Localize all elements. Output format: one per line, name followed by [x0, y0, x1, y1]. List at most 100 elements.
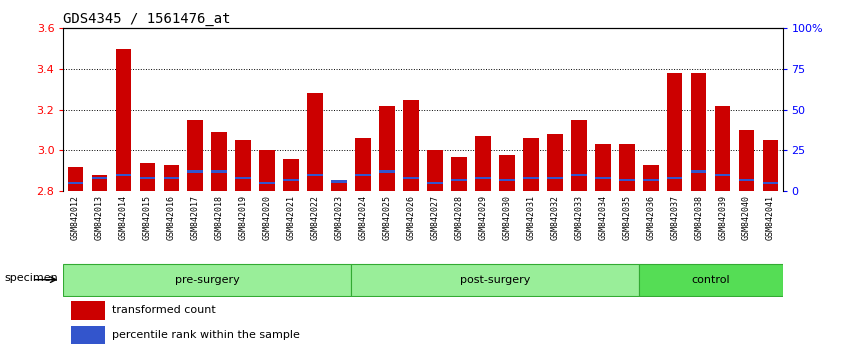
- Bar: [91, 175, 107, 191]
- Bar: [70, 301, 105, 320]
- Text: GDS4345 / 1561476_at: GDS4345 / 1561476_at: [63, 12, 231, 26]
- Bar: [355, 174, 371, 176]
- Bar: [619, 178, 634, 181]
- Bar: [667, 73, 683, 191]
- Text: GSM842028: GSM842028: [454, 195, 464, 240]
- Bar: [451, 178, 467, 181]
- Bar: [307, 93, 323, 191]
- Text: GSM842021: GSM842021: [287, 195, 295, 240]
- Bar: [643, 165, 658, 191]
- Bar: [140, 177, 155, 179]
- Text: GSM842032: GSM842032: [551, 195, 559, 240]
- Text: GSM842023: GSM842023: [335, 195, 343, 240]
- Bar: [235, 140, 251, 191]
- Text: transformed count: transformed count: [113, 305, 216, 315]
- Bar: [355, 138, 371, 191]
- Bar: [68, 167, 83, 191]
- Text: GSM842016: GSM842016: [167, 195, 176, 240]
- Text: control: control: [691, 275, 730, 285]
- Bar: [475, 177, 491, 179]
- Bar: [595, 144, 611, 191]
- Text: GSM842039: GSM842039: [718, 195, 727, 240]
- Text: GSM842014: GSM842014: [119, 195, 128, 240]
- Bar: [595, 177, 611, 179]
- Bar: [283, 178, 299, 181]
- Bar: [163, 177, 179, 179]
- Bar: [70, 326, 105, 344]
- Bar: [140, 162, 155, 191]
- Text: pre-surgery: pre-surgery: [175, 275, 239, 285]
- Bar: [68, 182, 83, 184]
- Text: GSM842030: GSM842030: [503, 195, 511, 240]
- Text: GSM842022: GSM842022: [310, 195, 320, 240]
- Text: GSM842031: GSM842031: [526, 195, 536, 240]
- Bar: [351, 264, 639, 296]
- Bar: [307, 174, 323, 176]
- Text: GSM842033: GSM842033: [574, 195, 583, 240]
- Bar: [260, 182, 275, 184]
- Bar: [499, 178, 514, 181]
- Text: GSM842019: GSM842019: [239, 195, 248, 240]
- Text: GSM842024: GSM842024: [359, 195, 367, 240]
- Text: GSM842027: GSM842027: [431, 195, 439, 240]
- Text: GSM842017: GSM842017: [191, 195, 200, 240]
- Bar: [691, 73, 706, 191]
- Text: GSM842035: GSM842035: [623, 195, 631, 240]
- Bar: [404, 177, 419, 179]
- Bar: [763, 140, 778, 191]
- Text: post-surgery: post-surgery: [459, 275, 530, 285]
- Bar: [499, 154, 514, 191]
- Text: GSM842029: GSM842029: [479, 195, 487, 240]
- Bar: [619, 144, 634, 191]
- Bar: [691, 170, 706, 173]
- Bar: [188, 170, 203, 173]
- Bar: [188, 120, 203, 191]
- Bar: [427, 150, 442, 191]
- Bar: [283, 159, 299, 191]
- Bar: [523, 177, 539, 179]
- Text: GSM842040: GSM842040: [742, 195, 751, 240]
- Bar: [379, 105, 395, 191]
- Bar: [332, 183, 347, 191]
- Text: GSM842038: GSM842038: [695, 195, 703, 240]
- Bar: [739, 130, 755, 191]
- Text: specimen: specimen: [4, 273, 58, 283]
- Bar: [763, 182, 778, 184]
- Bar: [91, 177, 107, 179]
- Bar: [379, 170, 395, 173]
- Text: GSM842041: GSM842041: [766, 195, 775, 240]
- Bar: [571, 120, 586, 191]
- Bar: [667, 177, 683, 179]
- Bar: [260, 150, 275, 191]
- Bar: [571, 174, 586, 176]
- Text: GSM842012: GSM842012: [71, 195, 80, 240]
- Text: GSM842015: GSM842015: [143, 195, 151, 240]
- Bar: [715, 174, 730, 176]
- Bar: [523, 138, 539, 191]
- Bar: [547, 134, 563, 191]
- Bar: [404, 99, 419, 191]
- Bar: [163, 165, 179, 191]
- Text: GSM842020: GSM842020: [263, 195, 272, 240]
- Text: GSM842036: GSM842036: [646, 195, 655, 240]
- Text: percentile rank within the sample: percentile rank within the sample: [113, 330, 300, 340]
- Text: GSM842013: GSM842013: [95, 195, 104, 240]
- Bar: [212, 132, 227, 191]
- Text: GSM842018: GSM842018: [215, 195, 223, 240]
- Bar: [715, 105, 730, 191]
- Bar: [451, 156, 467, 191]
- Bar: [116, 49, 131, 191]
- Bar: [332, 180, 347, 183]
- Bar: [639, 264, 783, 296]
- Bar: [427, 182, 442, 184]
- Text: GSM842037: GSM842037: [670, 195, 679, 240]
- Text: GSM842034: GSM842034: [598, 195, 607, 240]
- Bar: [212, 170, 227, 173]
- Bar: [63, 264, 351, 296]
- Bar: [116, 174, 131, 176]
- Bar: [643, 178, 658, 181]
- Bar: [475, 136, 491, 191]
- Bar: [739, 178, 755, 181]
- Bar: [547, 177, 563, 179]
- Bar: [235, 177, 251, 179]
